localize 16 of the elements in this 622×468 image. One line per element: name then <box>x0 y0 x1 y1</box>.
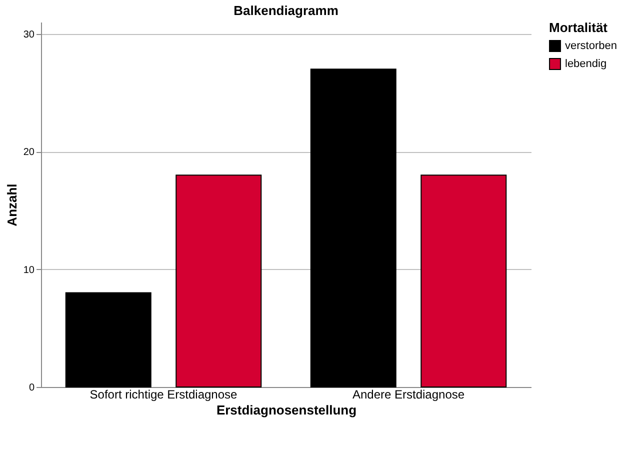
legend-label: verstorben <box>565 40 617 52</box>
legend-title: Mortalität <box>549 20 608 35</box>
bar <box>176 174 262 388</box>
bar <box>65 292 152 388</box>
y-axis-title: Anzahl <box>4 184 20 226</box>
legend-label: lebendig <box>565 58 607 70</box>
x-axis-title: Erstdiagnosenstellung <box>216 402 357 418</box>
y-tick-label: 10 <box>23 264 35 276</box>
y-tick-label: 20 <box>23 147 35 158</box>
x-tick-label: Sofort richtige Erstdiagnose <box>90 388 238 402</box>
y-tick-label: 30 <box>23 29 35 40</box>
bar <box>310 68 396 388</box>
chart-title: Balkendiagramm <box>234 3 338 18</box>
y-tick-label: 0 <box>28 382 35 394</box>
x-tick-label: Andere Erstdiagnose <box>352 388 465 402</box>
bar <box>420 174 507 388</box>
